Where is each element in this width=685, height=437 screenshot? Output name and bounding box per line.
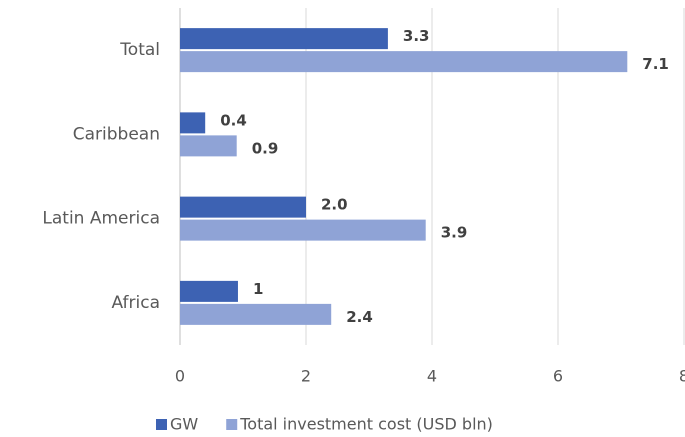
y-tick-label: Caribbean xyxy=(73,124,160,144)
data-label: 1 xyxy=(253,280,263,298)
bar xyxy=(180,51,628,73)
data-label: 2.0 xyxy=(321,196,348,214)
y-tick-label: Total xyxy=(119,40,160,60)
legend-swatch xyxy=(226,419,238,430)
bar xyxy=(180,280,238,302)
data-label: 7.1 xyxy=(642,55,669,73)
y-tick-label: Latin America xyxy=(42,209,160,229)
data-label: 0.9 xyxy=(252,139,279,157)
bar xyxy=(180,135,237,157)
x-tick-label: 6 xyxy=(553,367,563,386)
legend-label: Total investment cost (USD bln) xyxy=(239,415,493,434)
bar xyxy=(180,28,388,50)
x-tick-label: 8 xyxy=(679,367,685,386)
x-tick-label: 2 xyxy=(301,367,311,386)
data-label: 3.3 xyxy=(403,27,430,45)
bar xyxy=(180,112,206,134)
y-tick-label: Africa xyxy=(112,293,161,313)
data-label: 0.4 xyxy=(220,111,247,129)
data-label: 3.9 xyxy=(441,224,468,242)
x-tick-label: 4 xyxy=(427,367,437,386)
bar xyxy=(180,303,332,325)
bar xyxy=(180,219,426,241)
legend-label: GW xyxy=(170,415,198,434)
bar xyxy=(180,196,306,218)
x-tick-label: 0 xyxy=(175,367,185,386)
legend-swatch xyxy=(156,419,167,430)
data-label: 2.4 xyxy=(346,308,373,326)
